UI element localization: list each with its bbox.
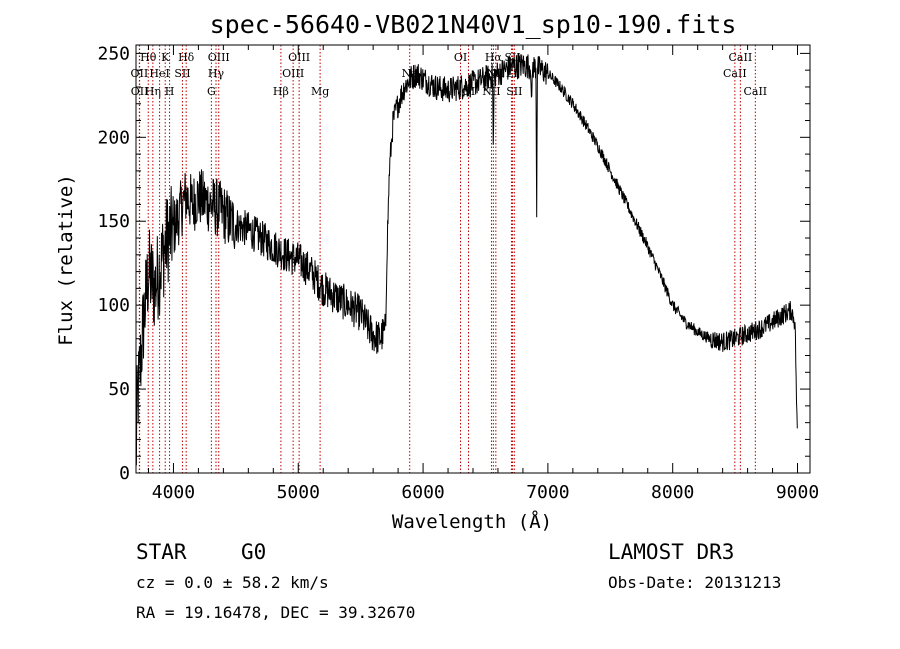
y-tick-label: 50: [108, 379, 130, 400]
x-tick-label: 5000: [277, 482, 320, 503]
y-tick-label: 150: [97, 211, 130, 232]
x-tick-label: 9000: [776, 482, 819, 503]
line-label: Hη: [145, 85, 161, 98]
line-label: K: [161, 51, 170, 64]
line-label: OI: [454, 51, 467, 64]
line-label: Hγ: [208, 67, 225, 80]
y-tick-label: 200: [97, 127, 130, 148]
line-label: OII: [131, 85, 149, 98]
line-label: OIII: [288, 51, 310, 64]
line-label: CaII: [743, 85, 767, 98]
y-axis-label: Flux (relative): [55, 174, 77, 346]
x-tick-label: 8000: [651, 482, 694, 503]
chart-title: spec-56640-VB021N40V1_sp10-190.fits: [210, 10, 737, 39]
line-label: HeI: [149, 67, 169, 80]
y-tick-label: 250: [97, 43, 130, 64]
y-tick-label: 0: [119, 463, 130, 484]
line-label: OIII: [282, 67, 304, 80]
line-label: SII: [506, 85, 522, 98]
line-label: Hδ: [178, 51, 195, 64]
line-label: CaII: [723, 67, 747, 80]
coordinates: RA = 19.16478, DEC = 39.32670: [136, 603, 416, 622]
line-label: Hα: [485, 51, 503, 64]
redshift-info: cz = 0.0 ± 58.2 km/s: [136, 573, 329, 592]
line-label: H: [165, 85, 175, 98]
line-label: Hθ: [140, 51, 157, 64]
spectrum-line: [135, 54, 798, 466]
line-label: G: [207, 85, 216, 98]
y-tick-label: 100: [97, 295, 130, 316]
line-label: OIII: [208, 51, 230, 64]
object-subclass: G0: [241, 540, 267, 564]
line-label: Mg: [311, 85, 329, 98]
obs-date: Obs-Date: 20131213: [608, 573, 782, 592]
x-tick-label: 6000: [401, 482, 444, 503]
x-tick-label: 7000: [526, 482, 569, 503]
x-tick-label: 4000: [152, 482, 195, 503]
line-label: CaII: [729, 51, 753, 64]
line-label: Li: [506, 67, 517, 80]
plot-frame: [135, 44, 811, 474]
survey-name: LAMOST DR3: [608, 540, 735, 564]
line-label: SII: [174, 67, 190, 80]
line-label: Hβ: [273, 85, 289, 98]
x-axis-label: Wavelength (Å): [392, 510, 552, 533]
object-class: STAR: [136, 540, 187, 564]
